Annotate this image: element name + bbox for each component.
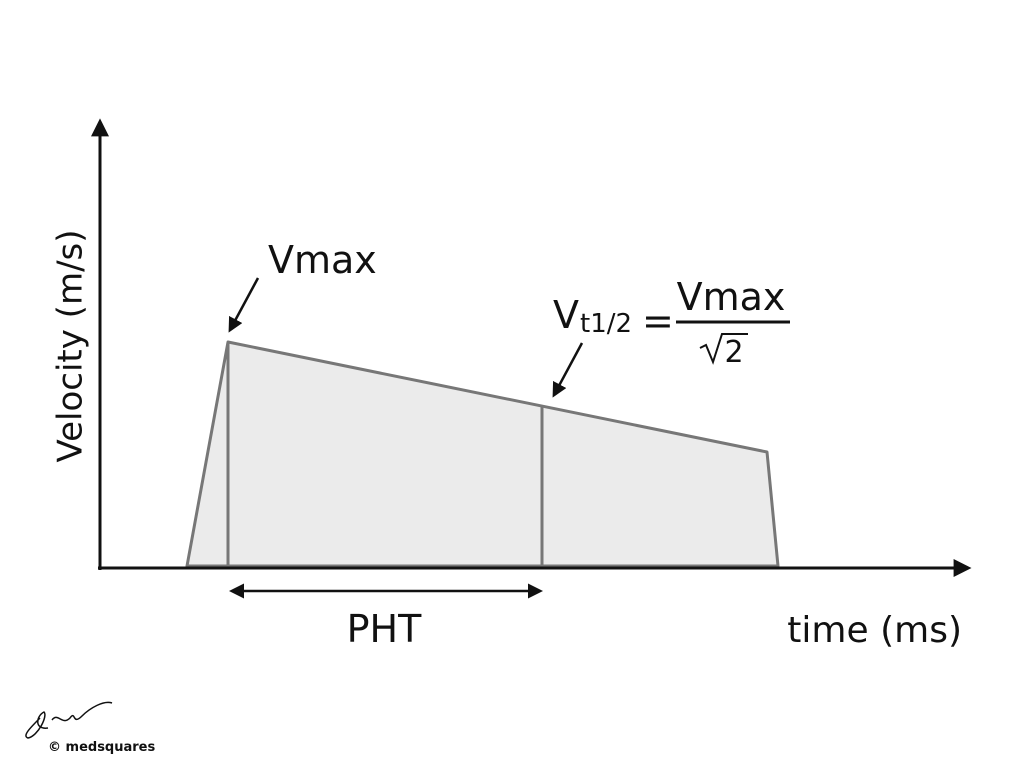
half-arrow [552, 342, 584, 398]
formula-equals: = [642, 299, 674, 343]
signature [25, 701, 113, 739]
radical-sign [699, 333, 748, 365]
formula-denominator: 2 [724, 335, 743, 370]
velocity-profile [185, 340, 780, 568]
formula-subscript: t1/2 [580, 309, 632, 339]
vmax-arrow [228, 277, 260, 333]
formula-numerator: Vmax [677, 275, 786, 319]
x-axis-label: time (ms) [787, 610, 962, 651]
pht-label: PHT [347, 607, 422, 651]
formula-lhs: V [553, 293, 579, 337]
y-axis-label: Velocity (m/s) [51, 229, 91, 462]
credit: © medsquares [48, 740, 155, 755]
vmax-label: Vmax [268, 238, 377, 282]
